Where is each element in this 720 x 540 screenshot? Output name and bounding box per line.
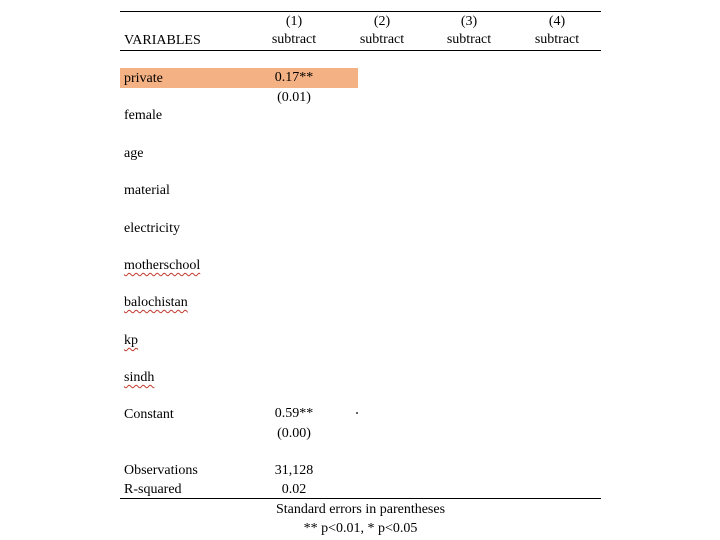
row-private-coef[interactable]: 0.17** xyxy=(274,70,314,85)
rsquared-label[interactable]: R-squared xyxy=(124,482,182,497)
rsquared-value[interactable]: 0.02 xyxy=(281,482,307,497)
col1-number: (1) xyxy=(285,14,303,29)
col3-depvar: subtract xyxy=(446,32,492,47)
row-age-label[interactable]: age xyxy=(124,146,144,161)
row-constant-coef[interactable]: 0.59** xyxy=(274,406,314,421)
selection-highlight xyxy=(120,68,358,88)
row-electricity-label[interactable]: electricity xyxy=(124,221,180,236)
col1-depvar: subtract xyxy=(271,32,317,47)
row-female-label[interactable]: female xyxy=(124,108,163,123)
col2-depvar: subtract xyxy=(359,32,405,47)
observations-label[interactable]: Observations xyxy=(124,463,198,478)
col3-number: (3) xyxy=(460,14,478,29)
row-sindh-label[interactable]: sindh xyxy=(124,370,155,385)
col4-depvar: subtract xyxy=(534,32,580,47)
row-private-se[interactable]: (0.01) xyxy=(277,90,311,105)
observations-value[interactable]: 31,128 xyxy=(274,463,314,478)
row-motherschool-label[interactable]: motherschool xyxy=(124,258,201,273)
row-private-label[interactable]: private xyxy=(124,71,163,86)
variables-header: VARIABLES xyxy=(124,33,201,48)
row-constant-se[interactable]: (0.00) xyxy=(277,426,311,441)
stray-dot xyxy=(356,412,358,414)
row-kp-label[interactable]: kp xyxy=(124,333,138,348)
note-significance: ** p<0.01, * p<0.05 xyxy=(303,521,418,536)
row-balochistan-label[interactable]: balochistan xyxy=(124,295,188,310)
note-standard-errors: Standard errors in parentheses xyxy=(275,502,446,517)
header-rule xyxy=(120,50,601,51)
col2-number: (2) xyxy=(373,14,391,29)
top-rule xyxy=(120,11,601,12)
bottom-rule xyxy=(120,498,601,499)
row-material-label[interactable]: material xyxy=(124,183,170,198)
row-constant-label[interactable]: Constant xyxy=(124,407,174,422)
col4-number: (4) xyxy=(548,14,566,29)
